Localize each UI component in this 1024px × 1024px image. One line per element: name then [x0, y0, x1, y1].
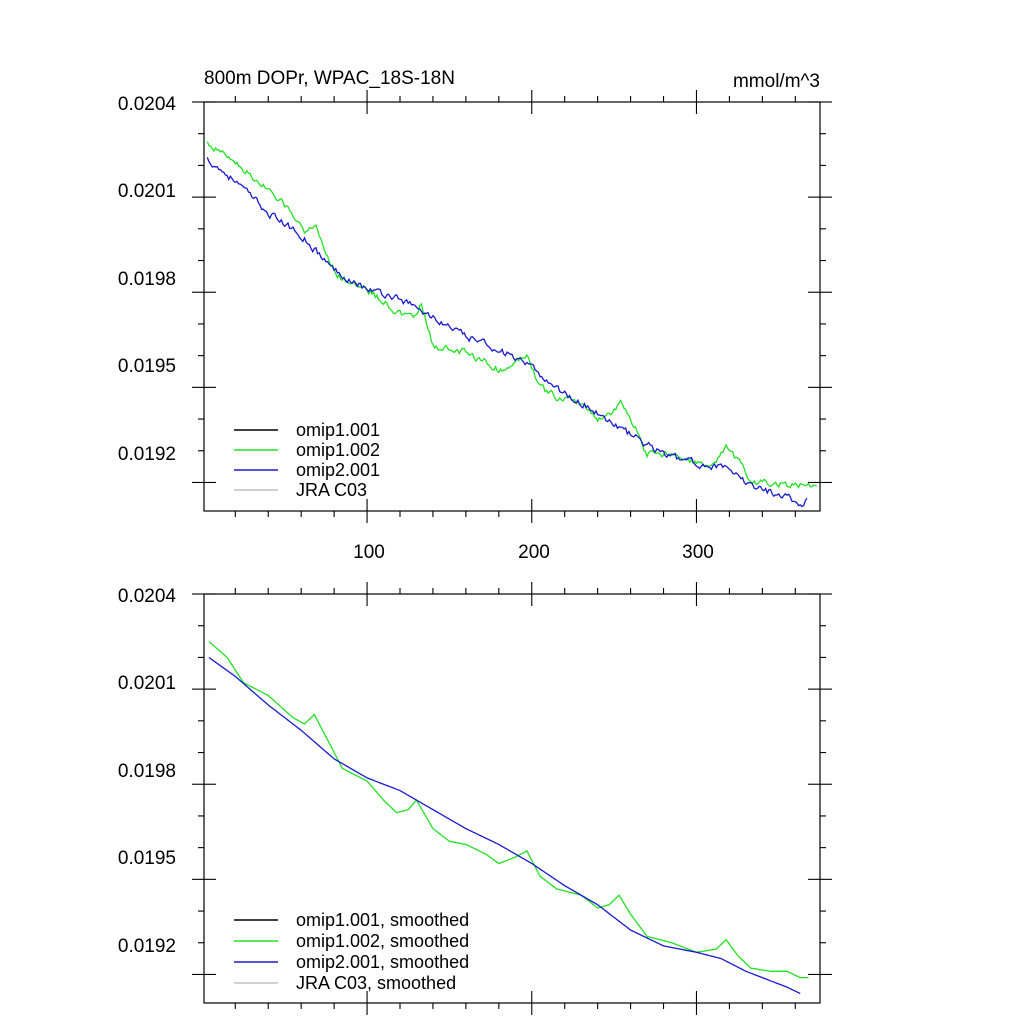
- legend-label: JRA C03: [296, 480, 367, 500]
- tick-marks: [192, 582, 832, 1015]
- plot-frame: [203, 101, 821, 512]
- units-label: mmol/m^3: [733, 71, 820, 92]
- series-line-omip2-001-smoothed: [208, 656, 801, 995]
- y-tick-label: 0.0195: [118, 848, 176, 869]
- y-tick-label: 0.0201: [118, 673, 176, 694]
- legend-label: JRA C03, smoothed: [296, 973, 456, 993]
- top-panel: 800m DOPr, WPAC_18S-18N mmol/m^3 0.0204 …: [118, 68, 832, 563]
- bottom-panel: 0.0204 0.0201 0.0198 0.0195 0.0192 omip1…: [118, 582, 832, 1015]
- y-tick-label: 0.0198: [118, 269, 176, 290]
- legend-label: omip2.001: [296, 460, 380, 480]
- series-line-omip1-002-smoothed: [208, 641, 809, 979]
- x-tick-label: 200: [518, 542, 550, 563]
- x-tick-label: 100: [353, 542, 385, 563]
- y-tick-label: 0.0204: [118, 94, 177, 115]
- legend: omip1.001, smoothed omip1.002, smoothed …: [234, 910, 469, 993]
- series-line-omip2-001: [206, 157, 808, 508]
- x-tick-label: 300: [682, 542, 714, 563]
- y-tick-label: 0.0195: [118, 356, 176, 377]
- plot-frame: [203, 593, 821, 1004]
- y-tick-label: 0.0204: [118, 586, 177, 607]
- chart-title: 800m DOPr, WPAC_18S-18N: [204, 68, 455, 89]
- top-series: [206, 141, 817, 508]
- legend-label: omip2.001, smoothed: [296, 952, 469, 972]
- y-tick-label: 0.0201: [118, 181, 176, 202]
- legend-label: omip1.001: [296, 420, 380, 440]
- legend-label: omip1.001, smoothed: [296, 910, 469, 930]
- bottom-series: [208, 641, 809, 995]
- series-line-omip1-002: [206, 141, 817, 489]
- y-tick-label: 0.0192: [118, 936, 176, 957]
- tick-marks: [192, 90, 832, 523]
- y-tick-label: 0.0192: [118, 444, 176, 465]
- y-tick-label: 0.0198: [118, 761, 176, 782]
- legend-label: omip1.002, smoothed: [296, 931, 469, 951]
- legend: omip1.001 omip1.002 omip2.001 JRA C03: [234, 420, 380, 500]
- legend-label: omip1.002: [296, 440, 380, 460]
